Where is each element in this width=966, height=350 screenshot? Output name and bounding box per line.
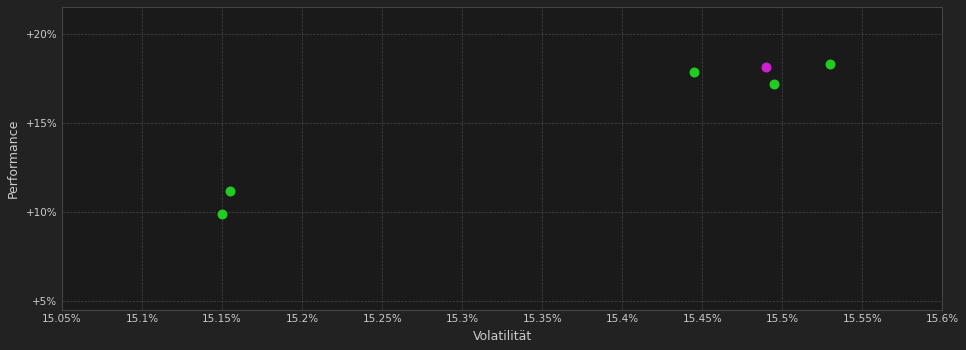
X-axis label: Volatilität: Volatilität [472, 330, 532, 343]
Point [758, 64, 774, 69]
Point [767, 81, 782, 86]
Point [823, 61, 838, 67]
Point [214, 212, 230, 217]
Y-axis label: Performance: Performance [7, 119, 20, 198]
Point [687, 69, 702, 75]
Point [222, 188, 238, 194]
